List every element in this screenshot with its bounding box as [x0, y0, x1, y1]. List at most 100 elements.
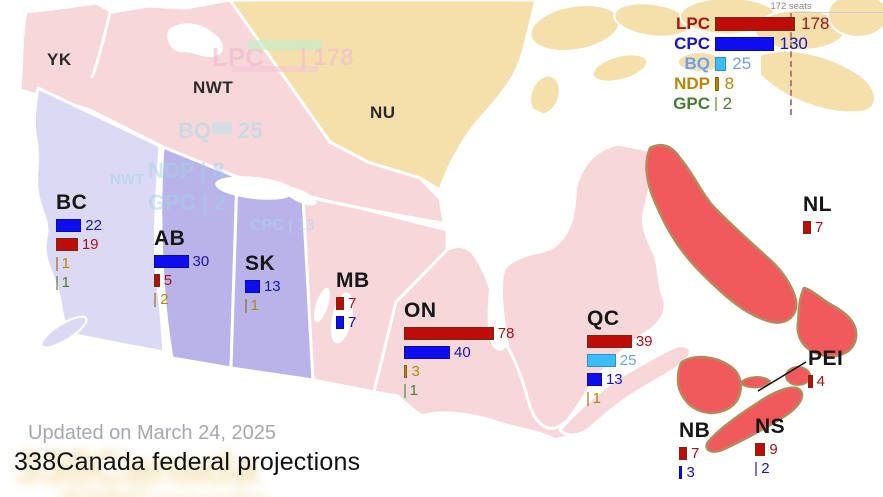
province-group-qc: QC 39 25 13 1: [587, 307, 653, 408]
province-label: QC: [587, 307, 620, 330]
seat-bar-lpc: [715, 16, 796, 31]
seat-bar-lpc: [336, 297, 345, 311]
province-seat-row-cpc: 22: [56, 218, 102, 233]
province-label: MB: [336, 269, 370, 292]
seat-count: 7: [691, 445, 700, 463]
province-seat-row-cpc: 7: [336, 315, 370, 330]
seat-bar-lpc: [56, 238, 78, 252]
seat-count: 1: [592, 390, 601, 408]
province-seat-row-ndp: 1: [245, 298, 281, 313]
map-region-ab[interactable]: [159, 145, 239, 370]
province-seat-row-lpc: 5: [154, 273, 209, 288]
map-region-newfoundland[interactable]: [796, 286, 858, 358]
seat-bar-ndp: [715, 76, 719, 91]
seat-bar-lpc: [404, 327, 494, 341]
seat-bar-lpc: [808, 375, 813, 389]
seat-bar-ndp: [587, 391, 589, 406]
province-group-on: ON 78 40 3 1: [404, 299, 515, 400]
seat-count: 13: [263, 278, 281, 296]
province-group-bc: BC 22 19 1 1: [56, 191, 102, 290]
seat-count: 3: [686, 464, 695, 482]
pei-pointer-line: [757, 361, 807, 392]
seat-count: 22: [85, 217, 102, 235]
province-seat-row-lpc: 7: [803, 220, 832, 235]
hudson-bay: [439, 106, 577, 351]
province-label: BC: [56, 191, 88, 214]
province-seat-row-lpc: 7: [336, 296, 370, 311]
province-group-nb: NB 7 3: [679, 419, 711, 482]
province-seat-row-cpc: 30: [154, 254, 209, 269]
legend-row-cpc: CPC 130: [670, 34, 829, 53]
territory-label-nu: NU: [370, 103, 396, 122]
map-region-labrador[interactable]: [645, 144, 798, 324]
territory-label-yk: YK: [47, 50, 72, 69]
province-seat-row-lpc: 39: [587, 334, 653, 349]
legend-party-label: LPC: [676, 14, 710, 33]
seat-count: 1: [61, 274, 70, 292]
province-seat-row-ndp: 2: [154, 292, 209, 307]
majority-threshold-label: 172 seats: [770, 1, 812, 12]
seat-count: 9: [769, 441, 778, 459]
seat-bar-bq: [715, 56, 727, 71]
legend-party-label: NDP: [674, 74, 710, 93]
province-seat-row-cpc: 2: [755, 461, 785, 476]
map-region-nb[interactable]: [676, 355, 743, 414]
legend-seat-count: 130: [779, 34, 808, 53]
province-label: PEI: [808, 347, 844, 370]
legend-row-lpc: LPC 178: [670, 14, 830, 33]
seat-count: 40: [454, 344, 471, 362]
legend-party-label: CPC: [674, 34, 710, 53]
province-group-nl: NL 7: [803, 193, 832, 235]
province-seat-row-cpc: 40: [404, 345, 514, 360]
province-label: NB: [679, 419, 711, 442]
province-group-pei: PEI 4: [808, 347, 844, 389]
seat-bar-gpc: [56, 275, 58, 290]
seat-count: 3: [411, 363, 420, 381]
seat-bar-ndp: [404, 365, 408, 379]
seat-count: 78: [497, 325, 515, 343]
seat-count: 39: [635, 333, 653, 351]
seat-bar-cpc: [404, 346, 450, 360]
map-region-pei[interactable]: [739, 376, 771, 389]
seat-count: 7: [348, 314, 357, 332]
cape-breton: [785, 366, 811, 386]
legend-row-gpc: GPC 2: [670, 94, 829, 113]
seat-count: 19: [81, 236, 99, 254]
seat-bar-gpc: [404, 383, 406, 398]
seat-bar-cpc: [715, 36, 774, 51]
seat-bar-cpc: [154, 255, 189, 269]
seat-bar-bq: [587, 354, 616, 368]
legend-top-rule: [792, 12, 883, 13]
legend-seat-count: 2: [722, 94, 733, 113]
province-seat-row-lpc: 4: [808, 374, 843, 389]
seat-bar-lpc: [587, 335, 632, 349]
legend-row-ndp: NDP 8: [670, 74, 829, 93]
map-region-ns[interactable]: [705, 386, 804, 453]
province-seat-row-cpc: 13: [587, 372, 653, 387]
province-label: SK: [245, 252, 276, 275]
seat-count: 2: [761, 460, 770, 478]
province-group-mb: MB 7 7: [336, 269, 370, 330]
seat-count: 1: [409, 382, 418, 400]
province-group-sk: SK 13 1: [245, 252, 281, 313]
seat-bar-ndp: [56, 256, 58, 271]
legend-seat-count: 8: [724, 74, 735, 93]
vancouver-island: [40, 315, 88, 349]
province-label: NS: [755, 415, 786, 438]
seat-count: 4: [816, 373, 825, 391]
legend-seat-count: 178: [801, 14, 830, 33]
seat-bar-cpc: [336, 316, 345, 330]
seat-count: 1: [61, 255, 70, 273]
province-seat-row-lpc: 19: [56, 237, 102, 252]
province-group-ns: NS 9 2: [755, 415, 786, 476]
seat-bar-cpc: [587, 373, 602, 387]
province-seat-row-gpc: 1: [56, 275, 102, 290]
seat-bar-cpc: [56, 219, 82, 233]
province-seat-row-bq: 25: [587, 353, 653, 368]
majority-threshold-line: [790, 13, 792, 115]
seat-bar-lpc: [755, 443, 766, 457]
province-seat-row-lpc: 7: [679, 446, 710, 461]
legend-row-bq: BQ 25: [670, 55, 829, 72]
